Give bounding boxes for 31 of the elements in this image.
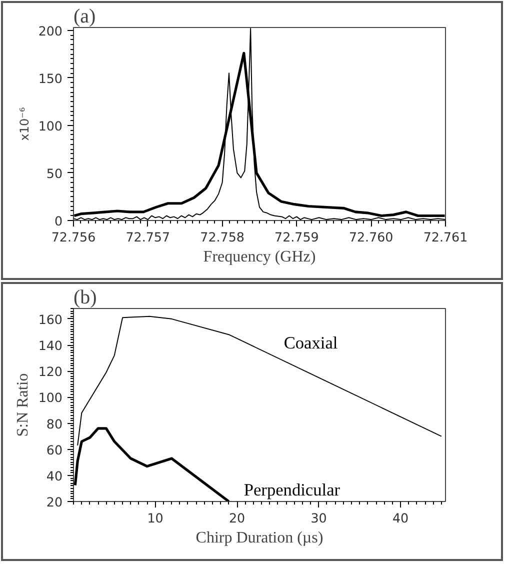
y-tick-label: 80	[46, 416, 63, 432]
x-tick-label: 20	[228, 510, 246, 526]
series-label: Coaxial	[284, 334, 338, 353]
y-tick-label: 60	[46, 442, 63, 458]
x-tick-label: 40	[392, 510, 409, 526]
y-tick-label: 0	[54, 214, 63, 228]
y-tick-label: 160	[38, 312, 63, 327]
y-tick-label: 120	[38, 364, 63, 380]
y-tick-label: 200	[38, 23, 63, 38]
y-tick-label: 20	[46, 494, 63, 510]
x-tick-label: 72.758	[200, 230, 244, 244]
y-axis-title: S:N Ratio	[14, 373, 32, 437]
x-tick-label: 72.760	[348, 230, 394, 244]
y-tick-label: 40	[46, 468, 63, 484]
x-tick-label: 72.757	[126, 230, 170, 244]
chart-title: (a)	[74, 6, 96, 28]
x-tick-label: 72.761	[423, 230, 468, 244]
x-tick-label: 30	[310, 510, 327, 526]
y-tick-label: 50	[46, 166, 63, 181]
x-axis-title: Chirp Duration (µs)	[196, 530, 324, 546]
x-tick-label: 72.756	[51, 230, 96, 244]
y-tick-label: 150	[38, 70, 63, 86]
y-tick-label: 100	[38, 390, 63, 406]
x-tick-label: 72.759	[274, 230, 319, 244]
y-tick-label: 100	[38, 118, 63, 134]
chart-title: (b)	[74, 286, 97, 308]
x-tick-label: 10	[147, 510, 164, 526]
x-axis-title: Frequency (GHz)	[203, 248, 316, 266]
y-axis-title: x10⁻⁶	[17, 107, 32, 141]
y-tick-label: 140	[38, 338, 63, 354]
series-label: Perpendicular	[244, 480, 340, 500]
